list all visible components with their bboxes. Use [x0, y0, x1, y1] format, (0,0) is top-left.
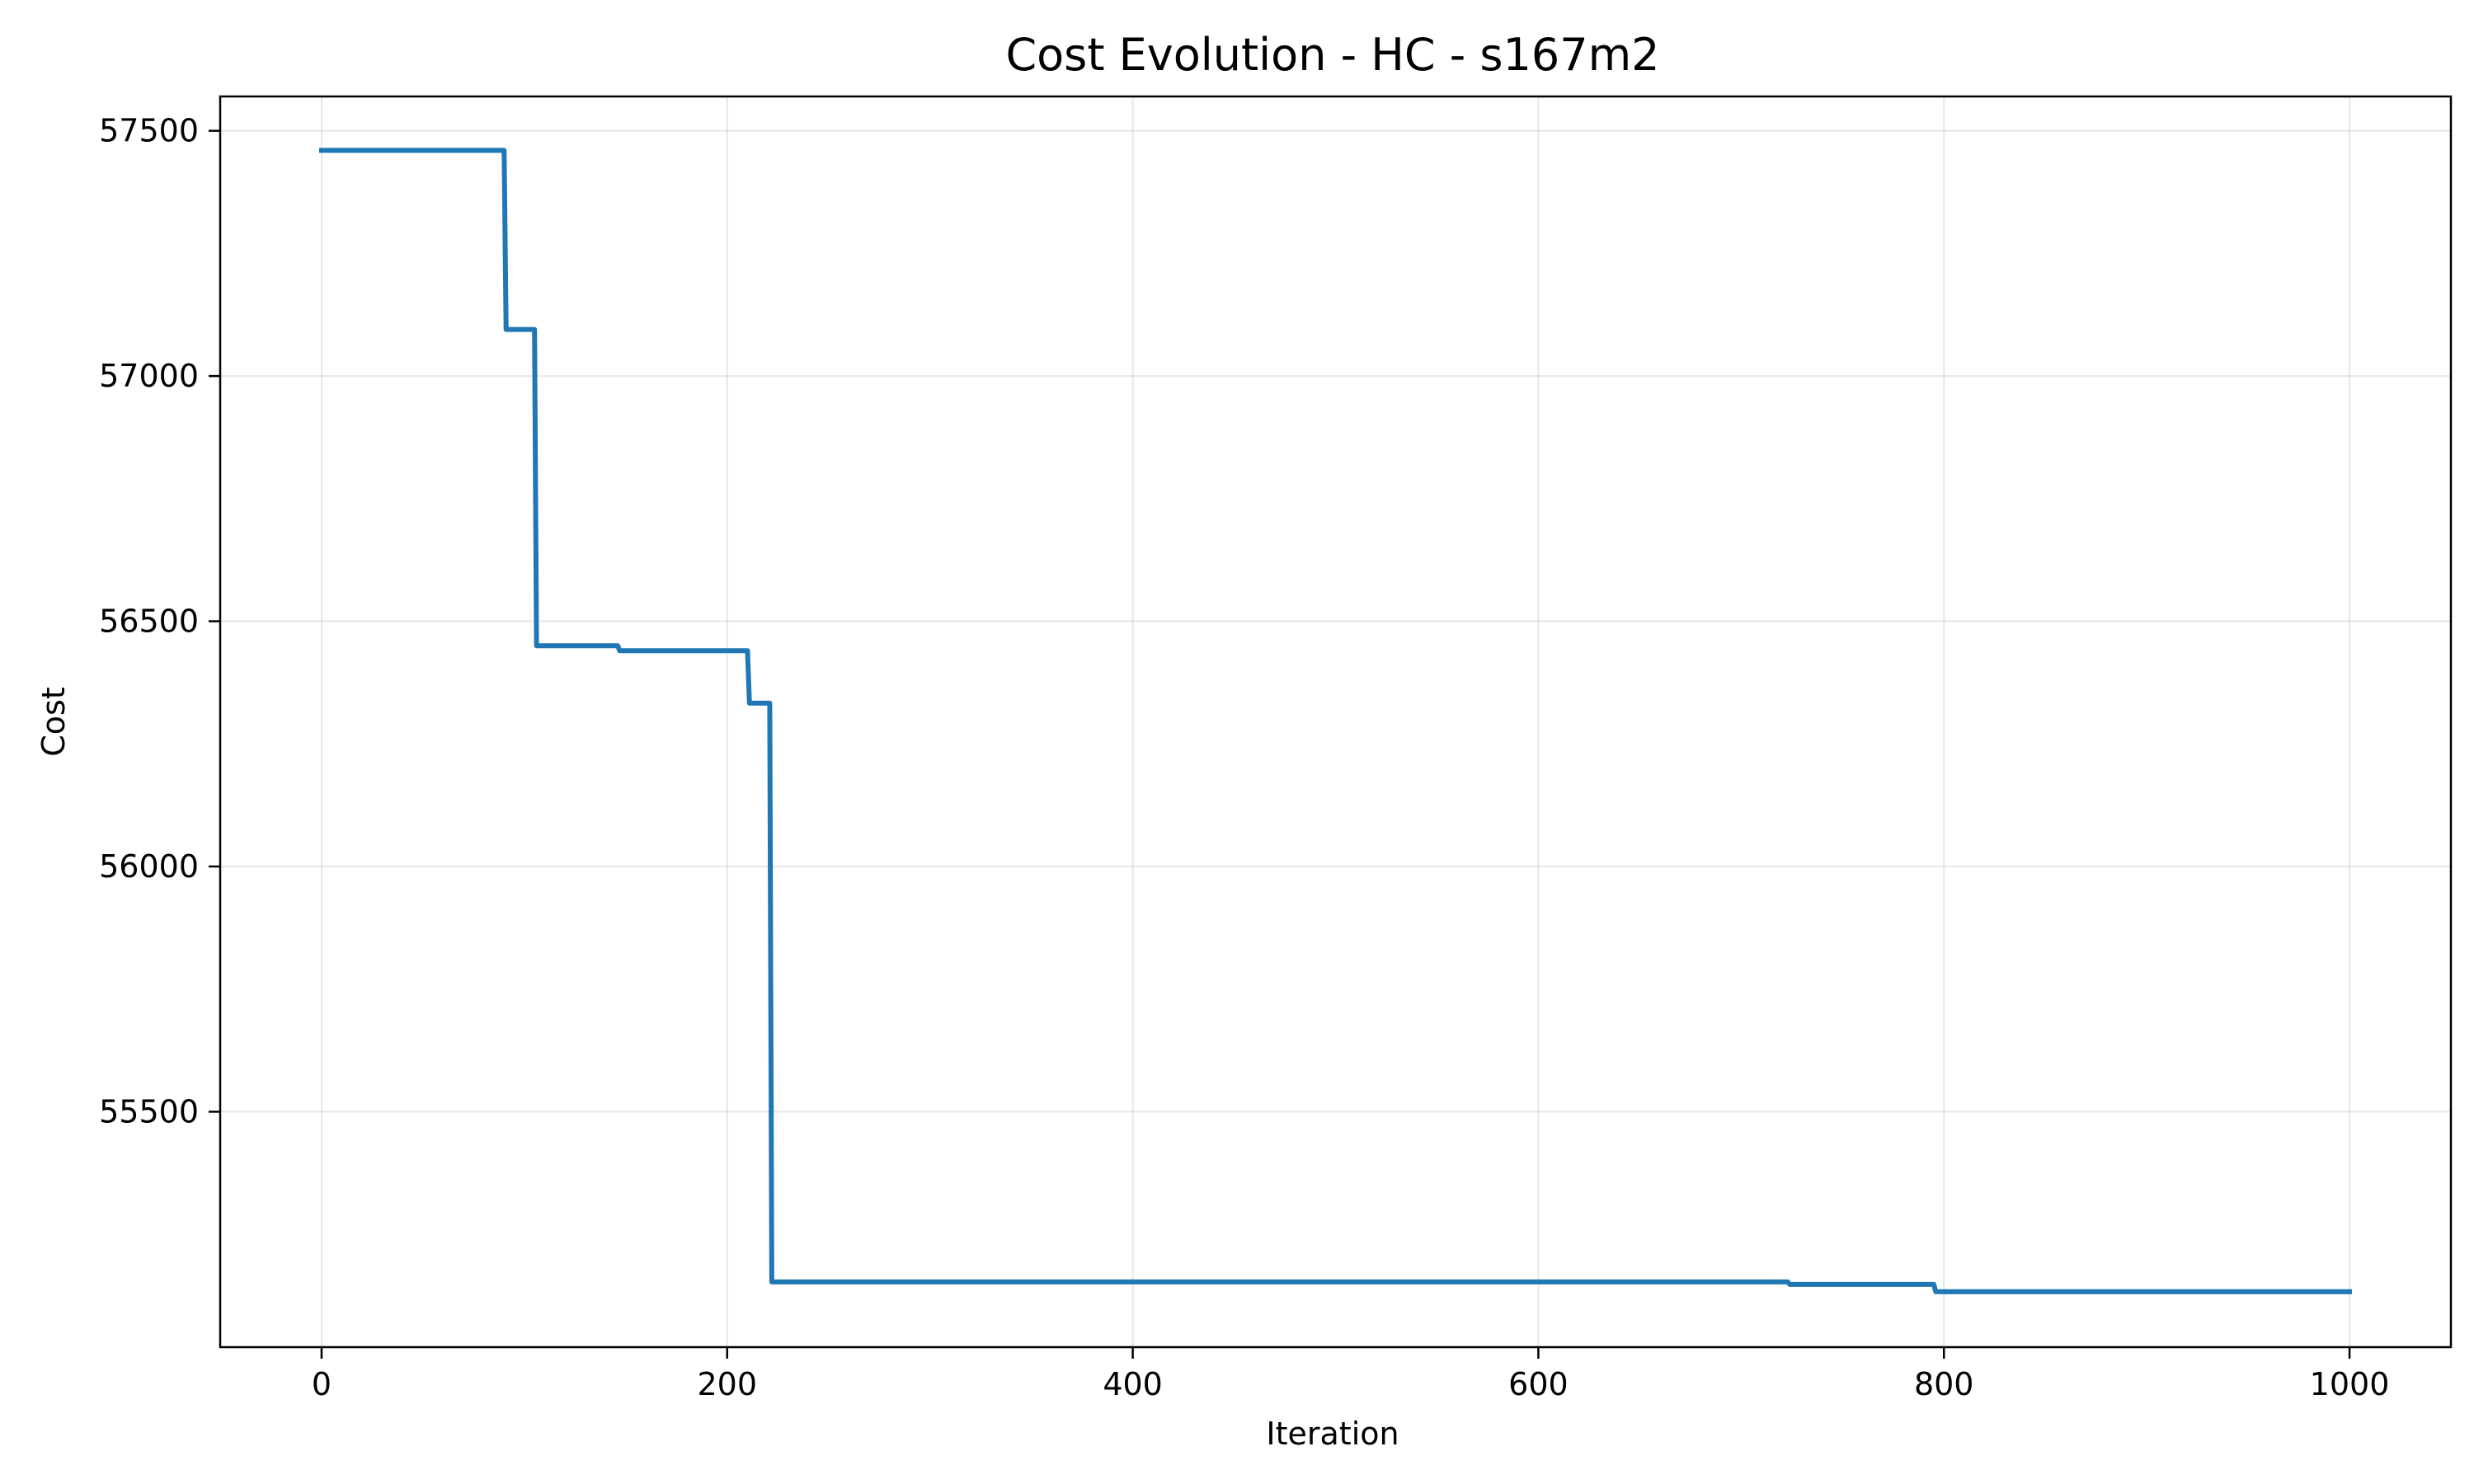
- series-layer: [319, 148, 2352, 1294]
- x-tick-label: 200: [698, 1366, 758, 1402]
- plot-frame: [219, 95, 2453, 1349]
- y-tick-label: 56000: [99, 848, 199, 885]
- x-axis-label: Iteration: [1266, 1416, 1399, 1452]
- y-axis-label: Cost: [35, 687, 72, 756]
- chart-title: Cost Evolution - HC - s167m2: [1005, 29, 1659, 81]
- x-axis-ticks: 0 200 400 600 800 1000: [312, 1347, 2390, 1402]
- x-tick-label: 800: [1914, 1366, 1974, 1402]
- y-tick-label: 57000: [99, 358, 199, 394]
- x-tick-label: 400: [1103, 1366, 1163, 1402]
- y-tick-label: 57500: [99, 113, 199, 149]
- y-axis-ticks: 55500 56000 56500 57000 57500: [99, 113, 220, 1129]
- x-tick-label: 600: [1508, 1366, 1569, 1402]
- cost-series-line: [319, 148, 2352, 1294]
- x-tick-label: 1000: [2310, 1366, 2390, 1402]
- grid: [220, 96, 2451, 1347]
- x-tick-label: 0: [312, 1366, 332, 1402]
- y-tick-label: 56500: [99, 603, 199, 640]
- y-tick-label: 55500: [99, 1093, 199, 1129]
